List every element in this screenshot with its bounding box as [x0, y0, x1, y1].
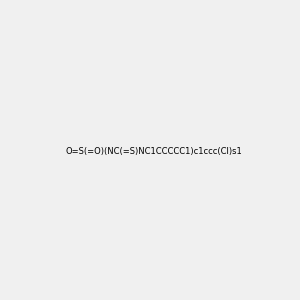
Text: O=S(=O)(NC(=S)NC1CCCCC1)c1ccc(Cl)s1: O=S(=O)(NC(=S)NC1CCCCC1)c1ccc(Cl)s1	[65, 147, 242, 156]
